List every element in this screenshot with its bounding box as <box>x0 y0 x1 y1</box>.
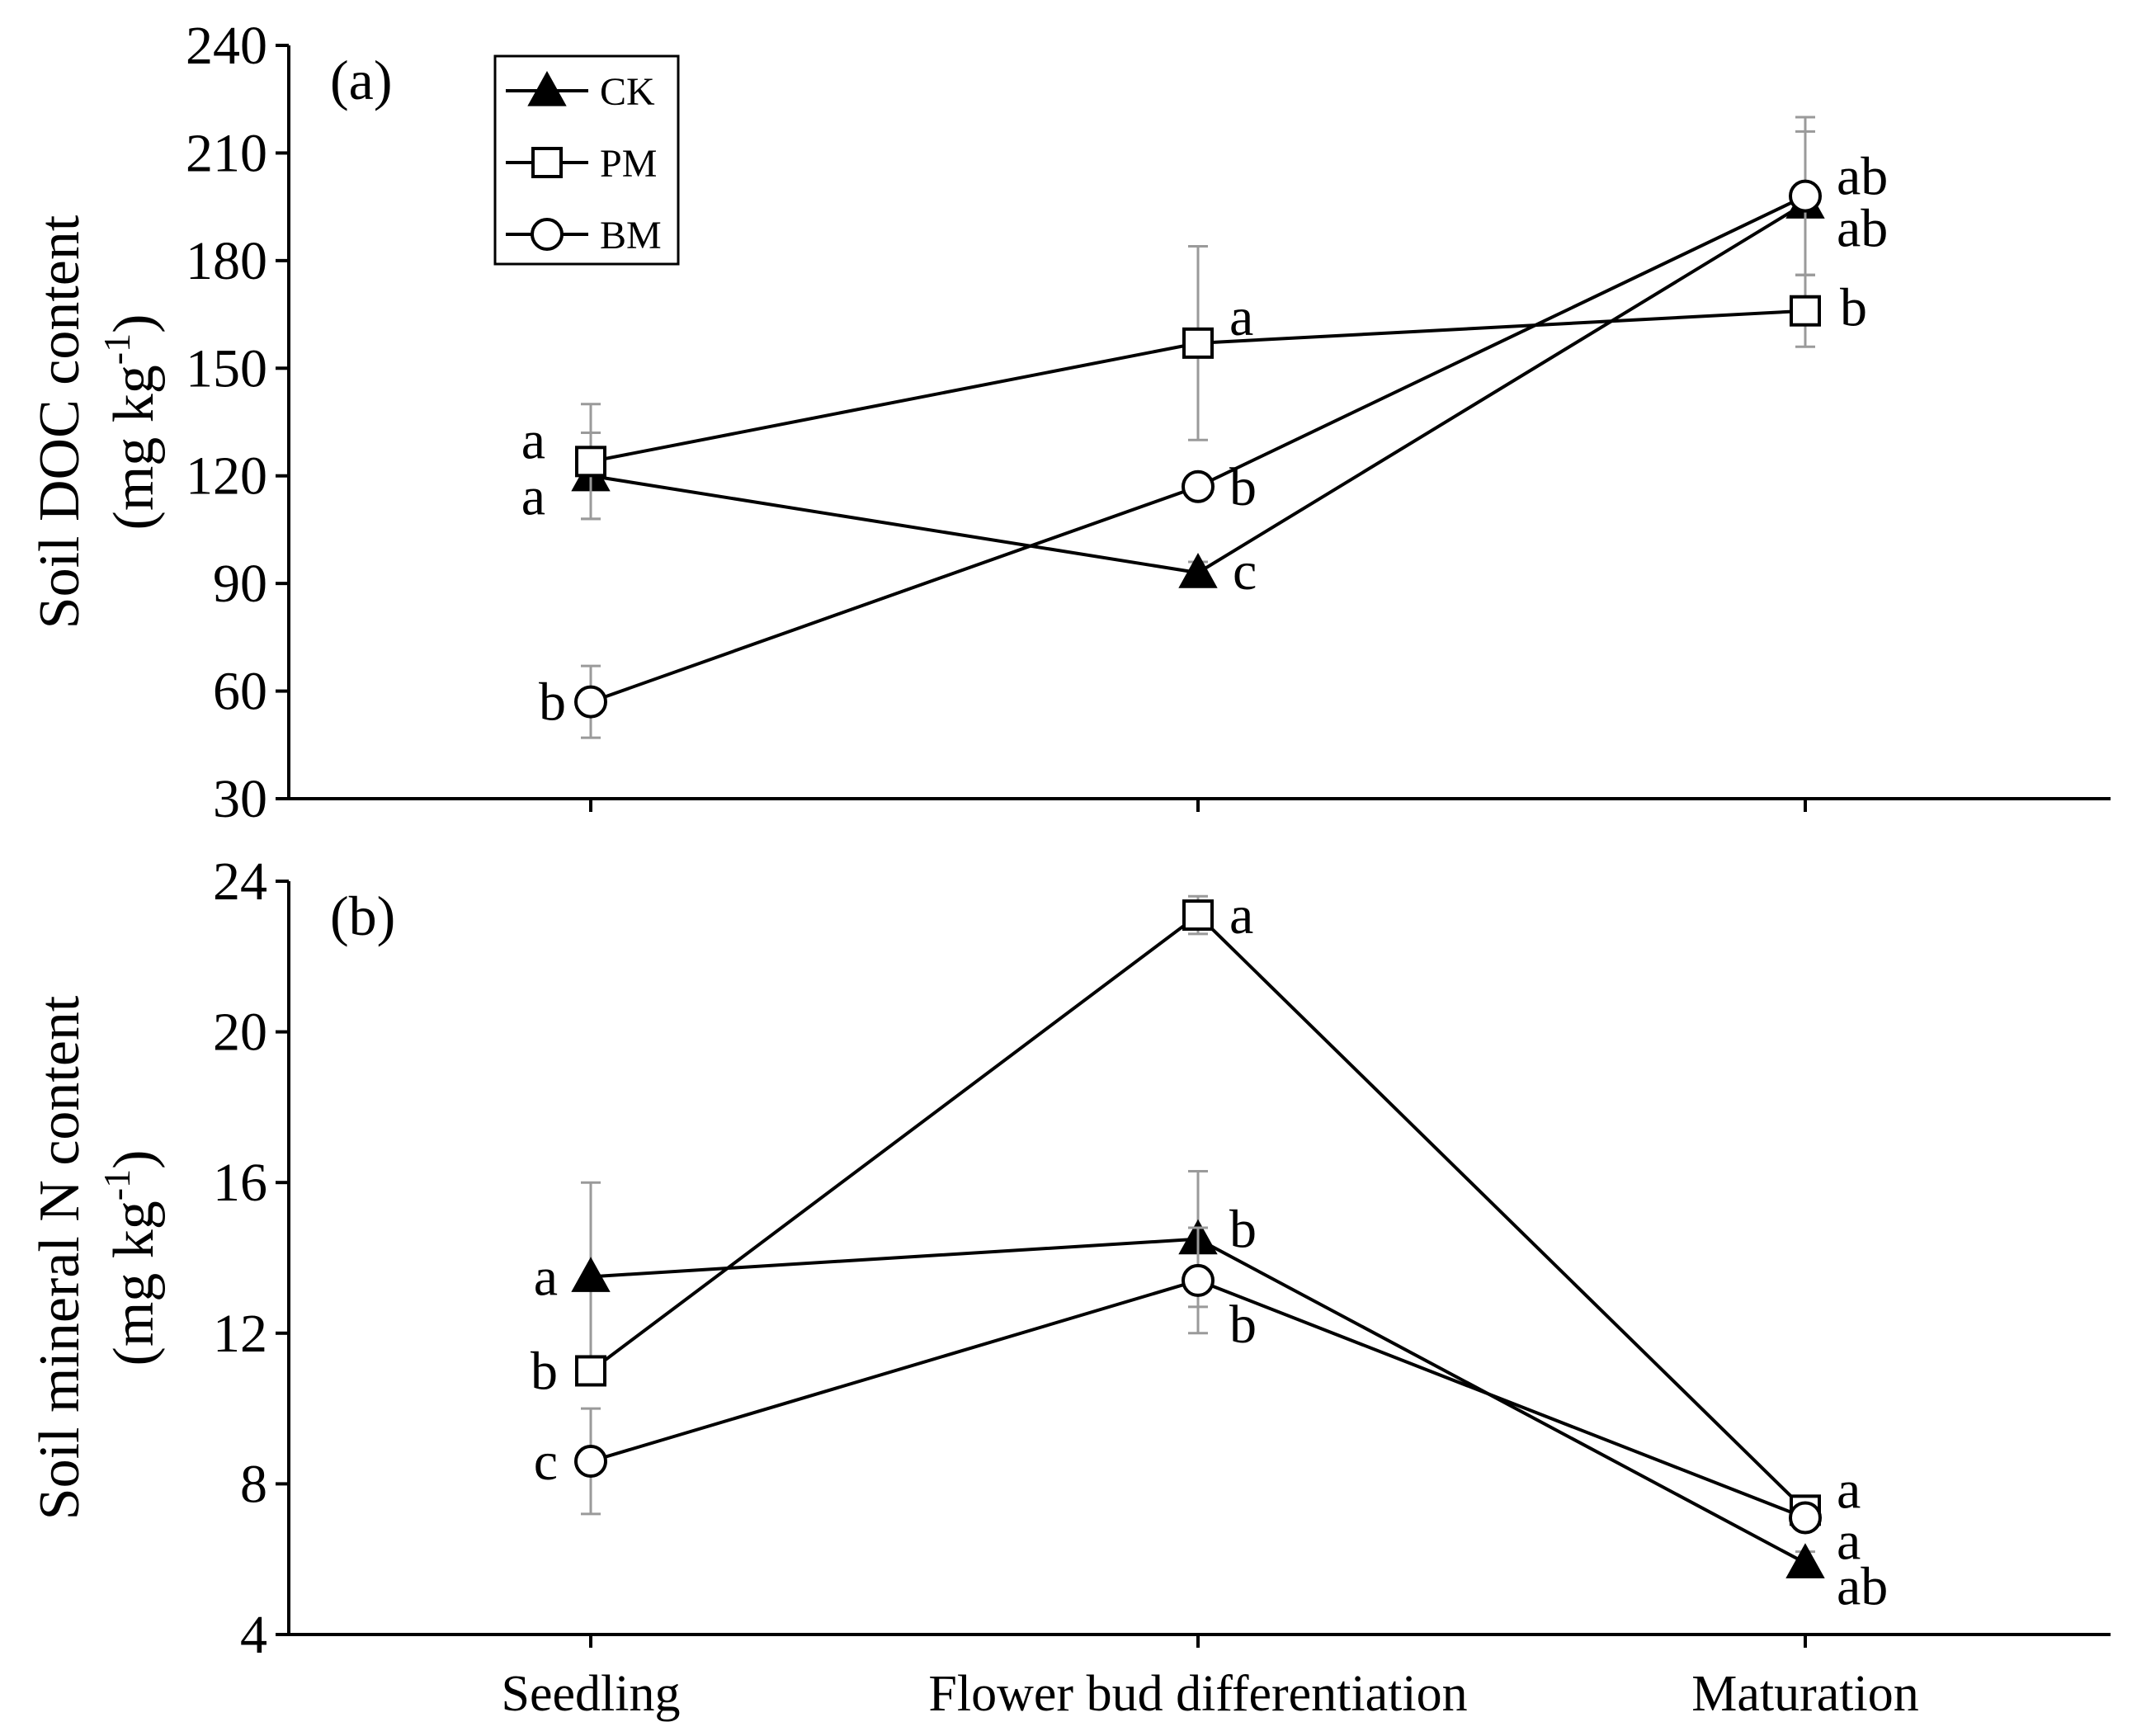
series-pm: a a b <box>521 244 1867 521</box>
unit-superscript: -1 <box>96 333 138 365</box>
x-tick-label: Maturation <box>1691 1666 1919 1722</box>
significance-label: ab <box>1837 147 1888 207</box>
y-tick-label: 210 <box>186 123 267 183</box>
significance-label: b <box>531 1341 558 1401</box>
data-point <box>1785 1543 1825 1578</box>
unit-superscript: -1 <box>96 1169 138 1201</box>
unit-open: (mg kg <box>102 1201 166 1366</box>
y-axis-title: Soil DOC content <box>28 215 92 629</box>
significance-label: b <box>1229 1200 1257 1260</box>
series-bm: cba <box>534 1226 1861 1571</box>
significance-label: a <box>521 410 545 470</box>
y-tick-label: 120 <box>186 446 267 507</box>
y-tick-label: 8 <box>240 1454 267 1514</box>
significance-label: b <box>1229 457 1257 517</box>
panel-label: (b) <box>330 885 395 947</box>
y-tick-label: 150 <box>186 338 267 399</box>
significance-label: c <box>534 1432 558 1492</box>
significance-label: a <box>521 467 545 527</box>
significance-label: c <box>1233 541 1257 601</box>
y-tick-label: 12 <box>213 1304 267 1364</box>
data-point <box>575 446 606 478</box>
legend-marker-pm <box>531 147 563 178</box>
significance-label: a <box>1229 885 1253 946</box>
y-axis-title: Soil mineral N content <box>28 995 92 1520</box>
y-tick-label: 30 <box>213 769 267 829</box>
y-tick-label: 20 <box>213 1002 267 1063</box>
legend-label-bm: BM <box>600 214 662 257</box>
data-point <box>1182 327 1214 359</box>
y-tick-label: 240 <box>186 16 267 76</box>
legend: CK PM BM <box>493 54 680 266</box>
y-tick-label: 60 <box>213 662 267 722</box>
data-point <box>575 1355 606 1387</box>
y-tick-label: 90 <box>213 554 267 614</box>
x-tick-label: Seedling <box>502 1666 681 1722</box>
series-pm: baa <box>531 885 1861 1526</box>
significance-label: b <box>539 672 566 733</box>
data-point <box>1790 295 1821 327</box>
panel-label: (a) <box>330 49 392 111</box>
legend-label-ck: CK <box>600 70 655 114</box>
y-tick-label: 4 <box>240 1605 267 1665</box>
data-point <box>1182 1263 1215 1297</box>
unit-close: ) <box>102 1150 166 1169</box>
significance-label: ab <box>1837 198 1888 258</box>
data-point <box>1789 1501 1822 1535</box>
significance-label: b <box>1229 1295 1257 1355</box>
legend-marker-bm <box>531 218 564 251</box>
significance-label: ab <box>1837 1556 1888 1616</box>
y-axis-unit: (mg kg-1) <box>96 1150 166 1366</box>
y-tick-label: 24 <box>213 851 267 912</box>
x-tick-label: Flower bud differentiation <box>928 1666 1467 1722</box>
data-point <box>1182 899 1214 932</box>
significance-label: a <box>1837 1511 1861 1571</box>
panel-b: 4 8 12 16 20 24 Seedling Flower bud differentia… <box>28 851 2111 1722</box>
legend-marker-ck <box>527 70 567 106</box>
data-point <box>574 1445 607 1479</box>
y-tick-label: 180 <box>186 231 267 291</box>
y-axis-unit: (mg kg-1) <box>96 314 166 531</box>
unit-close: ) <box>102 314 166 333</box>
legend-label-pm: PM <box>600 142 657 186</box>
significance-label: b <box>1840 278 1867 338</box>
significance-label: a <box>1837 1460 1861 1520</box>
data-point <box>571 1257 611 1292</box>
data-point <box>574 685 607 719</box>
data-point <box>1178 553 1218 588</box>
data-point <box>1182 469 1215 503</box>
data-point <box>1789 179 1822 213</box>
significance-label: a <box>534 1247 558 1307</box>
panel-a: 30 60 90 120 150 180 210 240 (a) Soil DOC content… <box>28 16 2111 829</box>
significance-label: a <box>1229 287 1253 347</box>
y-tick-label: 16 <box>213 1153 267 1213</box>
unit-open: (mg kg <box>102 365 166 530</box>
